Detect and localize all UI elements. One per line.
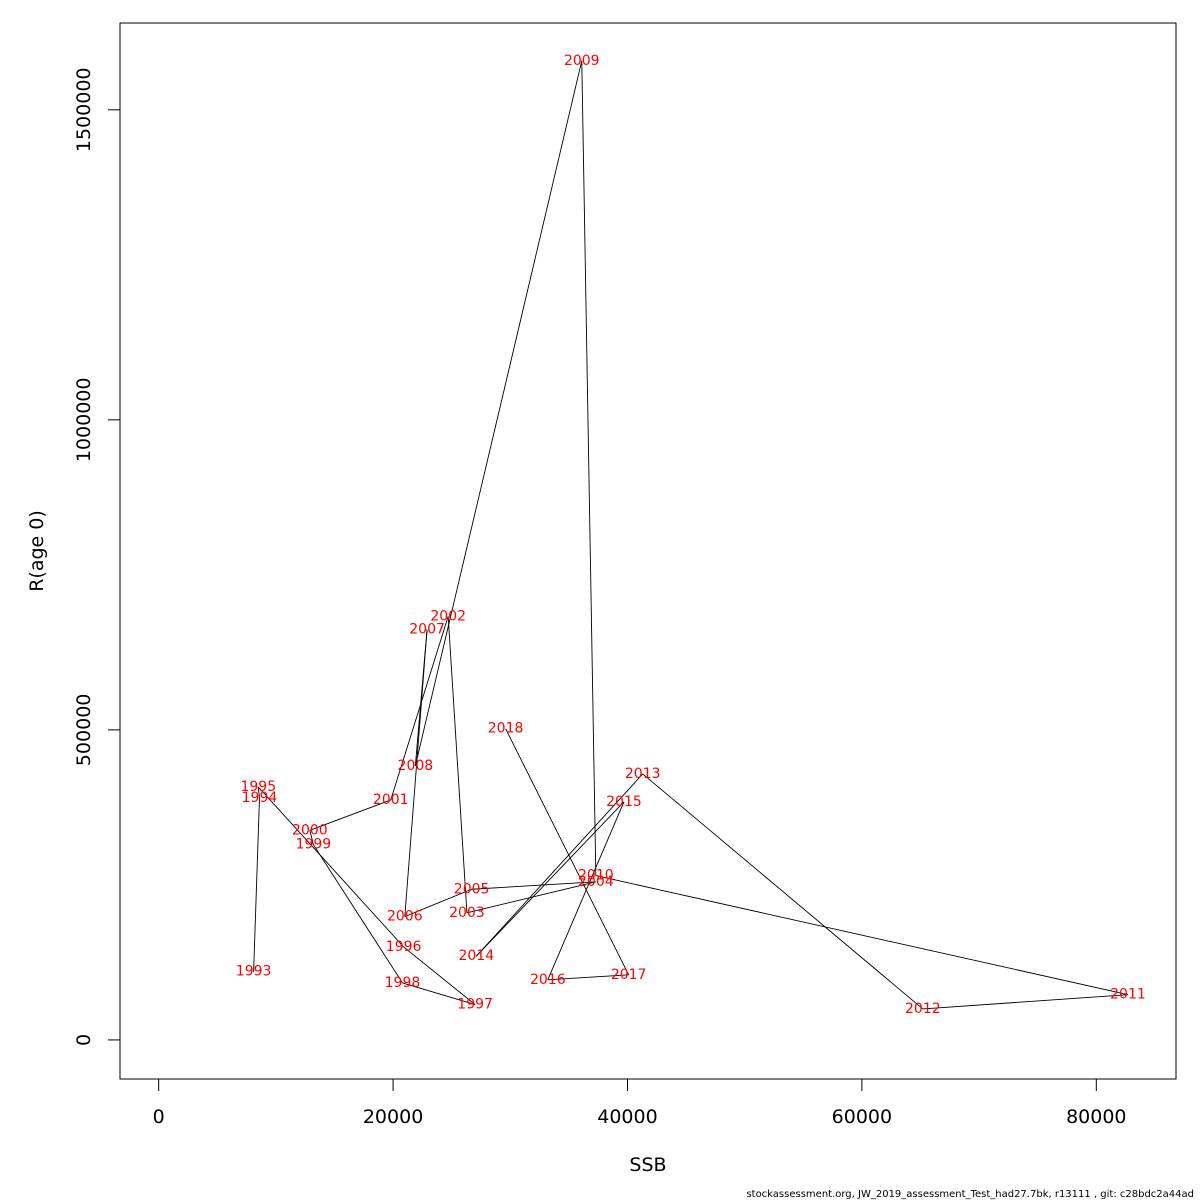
point-label-2011: 2011 [1110,987,1146,1003]
point-label-2014: 2014 [458,948,494,964]
trajectory-segment [581,60,597,876]
trajectory-segment [447,616,468,913]
point-label-2006: 2006 [387,909,423,925]
trajectory-segment [313,844,403,984]
trajectory-segment [402,982,476,1006]
point-label-2009: 2009 [564,53,600,69]
point-label-2012: 2012 [905,1001,941,1017]
x-tick-label: 60000 [832,1106,892,1128]
point-label-2002: 2002 [430,608,466,624]
x-axis: 0 20000 40000 60000 80000 [153,1078,1127,1128]
point-label-1998: 1998 [385,975,421,991]
point-label-2010: 2010 [578,868,614,884]
point-label-1999: 1999 [296,837,332,853]
point-label-2018: 2018 [488,721,524,737]
point-label-2008: 2008 [398,758,434,774]
point-label-2001: 2001 [373,792,409,808]
trajectory-segment [309,830,314,845]
point-label-2003: 2003 [449,905,485,921]
point-label-2013: 2013 [625,766,661,782]
trajectory-segment [642,773,924,1010]
trajectory-lines [253,60,1129,1010]
trajectory-segment [595,875,1129,996]
trajectory-segment [547,801,625,980]
y-tick-label: 1000000 [73,378,95,463]
trajectory-segment [390,616,449,801]
x-tick-label: 80000 [1066,1106,1126,1128]
point-label-2016: 2016 [530,972,566,988]
x-tick-label: 0 [153,1106,165,1128]
y-tick-label: 500000 [73,694,95,767]
point-label-2017: 2017 [611,967,647,983]
trajectory-segment [257,786,404,948]
trajectory-segment [404,888,472,917]
x-tick-label: 20000 [363,1106,423,1128]
trajectory-segment [547,974,629,981]
point-label-2000: 2000 [292,822,328,838]
trajectory-segment [253,798,260,972]
trajectory-segment [403,946,476,1005]
point-label-1997: 1997 [457,997,493,1013]
trajectory-segment [466,881,596,914]
trajectory-segment [414,60,583,766]
trajectory-segment [309,799,391,831]
point-label-1996: 1996 [386,939,422,955]
y-tick-label: 0 [73,1034,95,1046]
trajectory-segment [505,728,630,976]
x-tick-label: 40000 [597,1106,657,1128]
point-label-2007: 2007 [409,621,445,637]
trajectory-segment [414,629,428,766]
point-label-1995: 1995 [240,779,276,795]
trajectory-segment [475,773,644,957]
trajectory-segment [471,881,596,890]
plot-frame [119,22,1177,1080]
y-tick-label: 1500000 [73,67,95,152]
y-axis-title: R(age 0) [26,510,48,592]
point-label-2015: 2015 [606,794,642,810]
footer-attribution: stockassessment.org, JW_2019_assessment_… [746,1189,1194,1200]
point-label-1993: 1993 [236,964,272,980]
point-label-2004: 2004 [578,874,614,890]
trajectory-segment [922,994,1128,1010]
point-label-1994: 1994 [242,790,278,806]
point-label-2005: 2005 [454,881,490,897]
trajectory-segment [475,801,625,957]
trajectory-segment [257,786,260,799]
x-axis-title: SSB [629,1154,666,1176]
y-axis: 0 500000 1000000 1500000 [73,67,121,1046]
